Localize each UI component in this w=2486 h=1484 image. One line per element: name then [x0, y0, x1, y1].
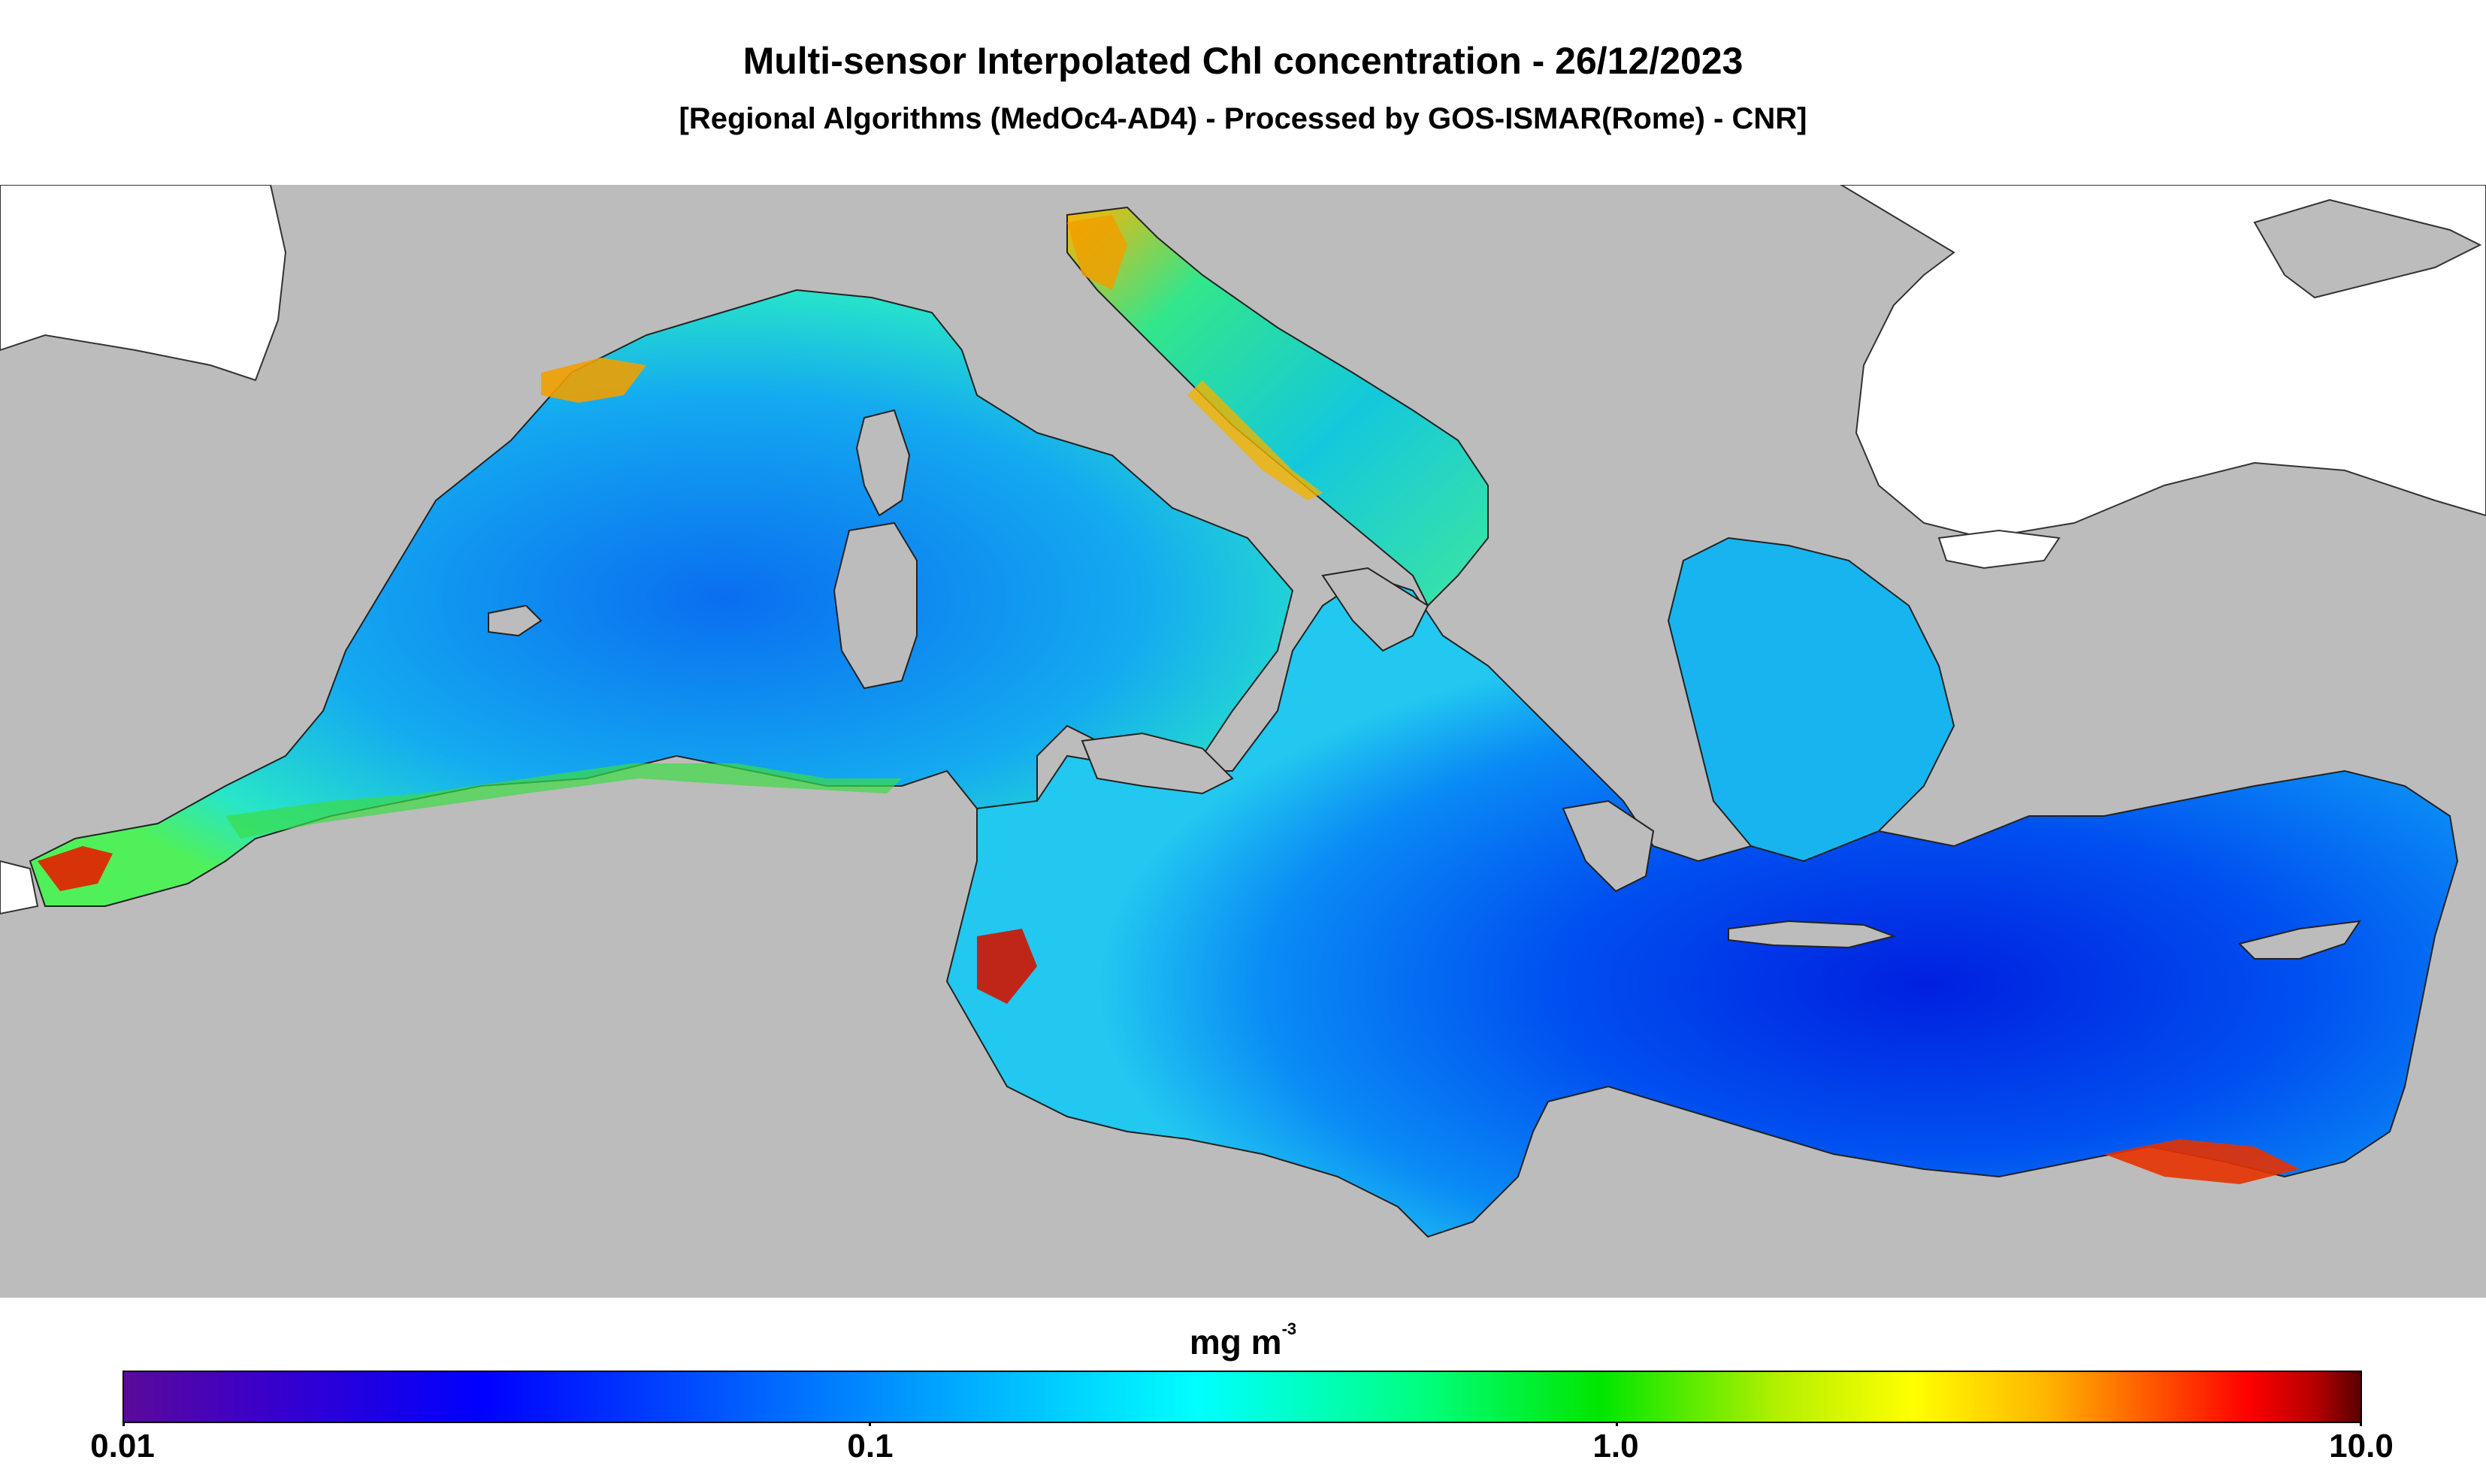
colorbar-tick: [869, 1422, 871, 1426]
atlantic-ocean-sw: [0, 860, 39, 915]
corsica-island: [855, 409, 911, 517]
italian-peninsula-heel: [1321, 567, 1429, 652]
chlorophyll-map: [0, 185, 2486, 1298]
crimea-peninsula: [2253, 198, 2482, 299]
colorbar: [122, 1371, 2362, 1423]
colorbar-tick: [1616, 1422, 1618, 1426]
algerian-coast-band: [225, 763, 902, 839]
italian-adriatic-coast-bloom: [1187, 380, 1323, 500]
aegean-sea: [1667, 536, 1955, 863]
map-subtitle: [Regional Algorithms (MedOc4-AD4) - Proc…: [679, 102, 1807, 135]
central-eastern-mediterranean: [945, 574, 2459, 1238]
cyprus-island: [2238, 920, 2362, 960]
colorbar-tick: [2360, 1422, 2362, 1426]
alboran-coastal-bloom: [38, 846, 113, 891]
balearic-islands: [488, 604, 543, 637]
atlantic-ocean: [0, 185, 287, 382]
map-title: Multi-sensor Interpolated Chl concentrat…: [742, 40, 1744, 82]
crete-island: [1728, 920, 1897, 949]
colorbar-tick: [122, 1422, 125, 1426]
sardinia-island: [833, 521, 918, 690]
north-adriatic-bloom: [1067, 215, 1127, 290]
colorbar-tick-label: 0.01: [90, 1428, 155, 1464]
gulf-of-gabes-bloom: [977, 929, 1037, 1004]
gulf-of-lion-coastal-bloom: [541, 358, 646, 403]
colorbar-units-label: mg m-3: [1189, 1319, 1297, 1362]
colorbar-tick-label: 0.1: [847, 1428, 894, 1464]
marmara-sea: [1937, 529, 2061, 570]
adriatic-sea: [1066, 206, 1489, 607]
colorbar-tick-label: 1.0: [1592, 1428, 1639, 1464]
colorbar-tick-label: 10.0: [2329, 1428, 2394, 1464]
sicily-island: [1081, 732, 1234, 795]
nile-delta-bloom: [2104, 1139, 2300, 1184]
peloponnese: [1562, 799, 1655, 893]
